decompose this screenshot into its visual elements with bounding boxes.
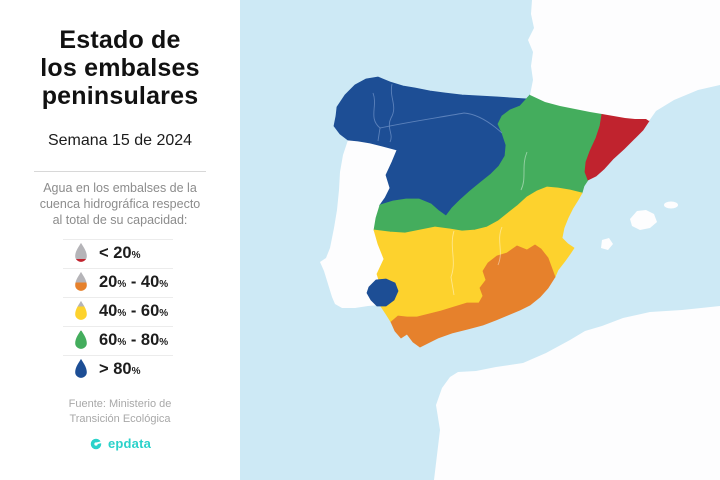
source-note: Fuente: Ministerio de Transición Ecológi… <box>0 397 240 428</box>
subbasin-line <box>372 92 381 142</box>
subbasin-line <box>388 83 395 143</box>
divider <box>34 171 206 172</box>
subbasin-line <box>520 151 528 191</box>
map-region-southeast-orange <box>390 244 556 348</box>
subbasin-line <box>379 112 503 134</box>
epdata-logo-text: epdata <box>107 436 152 452</box>
water-droplet-icon <box>75 330 87 350</box>
map-region-huelva <box>366 278 399 307</box>
source-line-1: Fuente: Ministerio de <box>68 397 172 410</box>
map-area <box>240 0 720 480</box>
water-droplet-icon <box>75 243 87 263</box>
water-droplet-icon <box>75 272 87 292</box>
legend-item: 40% - 60% <box>0 296 240 326</box>
map-island-menorca <box>664 201 678 209</box>
map-north-africa <box>434 306 720 480</box>
iberia-map <box>240 0 720 480</box>
legend-label: 60% - 80% <box>99 330 169 349</box>
legend-item: < 20% <box>0 238 240 268</box>
source-line-2: Transición Ecológica <box>69 413 171 426</box>
subbasin-line <box>497 226 503 266</box>
legend-label: 40% - 60% <box>99 301 169 320</box>
title-line-2: los embalses <box>40 54 200 82</box>
brand-epdata: epdata <box>0 436 240 451</box>
legend-label: > 80% <box>99 359 141 378</box>
legend-label: 20% - 40% <box>99 272 169 291</box>
page-title: Estado de los embalses peninsulares <box>8 26 232 110</box>
title-line-1: Estado de <box>59 26 181 54</box>
water-droplet-icon <box>75 359 87 379</box>
legend-item: 60% - 80% <box>0 325 240 355</box>
map-portugal <box>320 140 397 308</box>
legend-description: Agua en los embalses de la cuenca hidrog… <box>14 181 226 229</box>
map-island-mallorca <box>630 210 657 230</box>
legend-item: > 80% <box>0 354 240 384</box>
subbasin-line <box>450 230 455 296</box>
desc-line-1: Agua en los embalses de la <box>43 181 197 195</box>
legend-label: < 20% <box>99 243 141 262</box>
desc-line-3: al total de su capacidad: <box>52 212 188 227</box>
left-panel: Estado de los embalses peninsulares Sema… <box>0 0 240 480</box>
title-line-3: peninsulares <box>41 82 199 110</box>
legend: < 20% 20% - 40% 40% - 60% 60% - 80% > 80% <box>0 238 240 384</box>
epdata-logo-icon <box>90 438 103 450</box>
map-island-ibiza <box>601 238 613 250</box>
subtitle-week: Semana 15 de 2024 <box>47 132 193 149</box>
water-droplet-icon <box>75 301 87 321</box>
desc-line-2: cuenca hidrográfica respecto <box>39 196 201 211</box>
map-france <box>528 0 720 121</box>
legend-item: 20% - 40% <box>0 267 240 297</box>
